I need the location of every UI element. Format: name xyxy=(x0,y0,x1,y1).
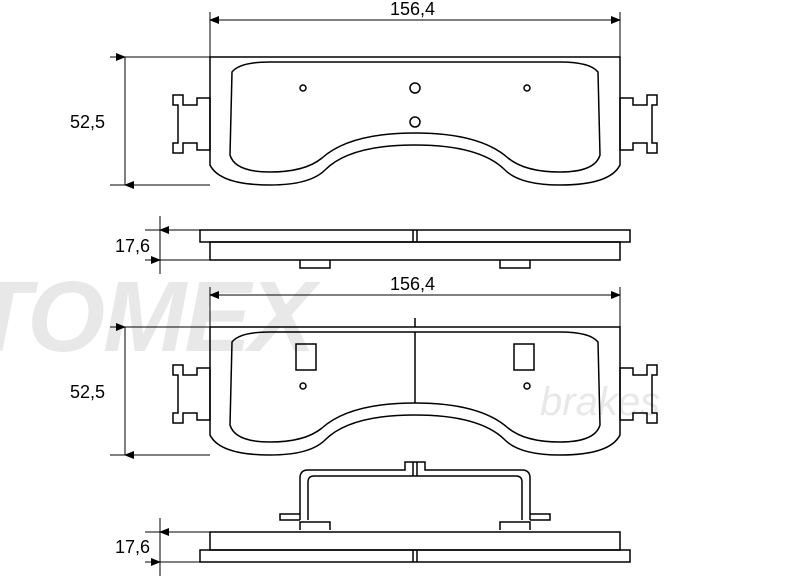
dim-height-top-value: 52,5 xyxy=(70,112,105,132)
brake-pad-top-front xyxy=(173,57,657,185)
spring-clip xyxy=(280,462,550,520)
dim-thickness-top: 17,6 xyxy=(115,216,210,274)
dim-height-mid: 52,5 xyxy=(70,327,210,455)
brake-pad-top-side xyxy=(200,230,630,268)
brake-pad-bot-side xyxy=(200,522,630,562)
dim-thickness-top-value: 17,6 xyxy=(115,236,150,256)
dim-height-top: 52,5 xyxy=(70,57,210,185)
dim-height-mid-value: 52,5 xyxy=(70,382,105,402)
dim-width-top: 156,4 xyxy=(210,0,620,57)
dim-thickness-bot-value: 17,6 xyxy=(115,537,150,557)
technical-drawing: 156,4 52,5 1 xyxy=(0,0,786,584)
dim-thickness-bot: 17,6 xyxy=(115,518,210,576)
dim-width-top-value: 156,4 xyxy=(390,0,435,19)
brake-pad-mid-front xyxy=(173,318,657,455)
dim-width-mid-value: 156,4 xyxy=(390,274,435,294)
